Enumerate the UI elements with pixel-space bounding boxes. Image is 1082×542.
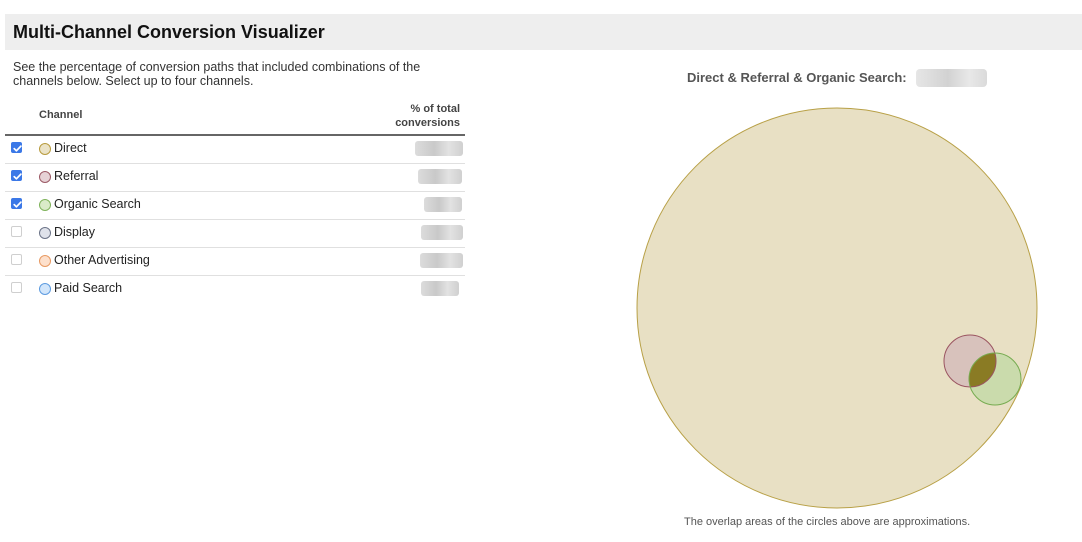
- organic-search-color-dot: [39, 199, 51, 211]
- channel-table: Channel % of total conversions Direct Re…: [5, 100, 465, 303]
- direct-color-dot: [39, 143, 51, 155]
- channel-label-direct: Direct: [54, 141, 87, 155]
- checkbox-organic-search[interactable]: [11, 198, 22, 209]
- checkbox-direct[interactable]: [11, 142, 22, 153]
- redacted-percent-value: [415, 141, 463, 156]
- column-header-channel: Channel: [39, 109, 83, 121]
- redacted-percent-value: [421, 225, 463, 240]
- channel-row-paid-search: Paid Search: [5, 276, 465, 303]
- channel-label-paid-search: Paid Search: [54, 281, 123, 295]
- checkbox-display[interactable]: [11, 226, 22, 237]
- paid-search-color-dot: [39, 283, 51, 295]
- channel-row-organic-search: Organic Search: [5, 192, 465, 220]
- channel-row-direct: Direct: [5, 136, 465, 164]
- other-advertising-color-dot: [39, 255, 51, 267]
- channel-row-referral: Referral: [5, 164, 465, 192]
- checkbox-other-advertising[interactable]: [11, 254, 22, 265]
- title-bar: Multi-Channel Conversion Visualizer: [5, 14, 1082, 50]
- column-header-percent: % of total conversions: [395, 102, 460, 130]
- description-text: See the percentage of conversion paths t…: [13, 60, 421, 88]
- channel-label-referral: Referral: [54, 169, 99, 183]
- channel-label-organic-search: Organic Search: [54, 197, 141, 211]
- visualization-title: Direct & Referral & Organic Search:: [687, 70, 907, 85]
- table-header: Channel % of total conversions: [5, 100, 465, 136]
- redacted-percent-value: [418, 169, 462, 184]
- channel-label-other-advertising: Other Advertising: [54, 253, 150, 267]
- column-header-percent-line1: % of total: [410, 103, 461, 115]
- checkbox-paid-search[interactable]: [11, 282, 22, 293]
- approximation-note: The overlap areas of the circles above a…: [684, 516, 971, 528]
- redacted-percent-value: [424, 197, 462, 212]
- direct-circle: [636, 107, 1038, 509]
- organic-search-circle-outline: [968, 352, 1022, 406]
- checkbox-referral[interactable]: [11, 170, 22, 181]
- display-color-dot: [39, 227, 51, 239]
- redacted-percent-value: [420, 253, 463, 268]
- column-header-percent-line2: conversions: [395, 117, 460, 129]
- referral-color-dot: [39, 171, 51, 183]
- redacted-percent-value: [421, 281, 459, 296]
- channel-row-display: Display: [5, 220, 465, 248]
- redacted-visualization-value: [916, 69, 987, 87]
- page-title: Multi-Channel Conversion Visualizer: [13, 21, 325, 42]
- channel-row-other-advertising: Other Advertising: [5, 248, 465, 276]
- channel-label-display: Display: [54, 225, 95, 239]
